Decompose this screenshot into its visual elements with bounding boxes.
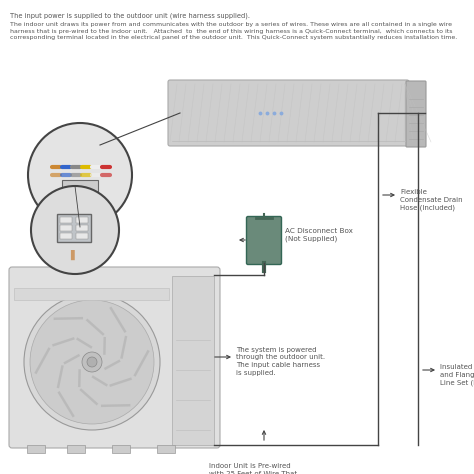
Bar [67,445,85,453]
Text: Flexible
Condensate Drain
Hose (Included): Flexible Condensate Drain Hose (Included… [400,189,463,210]
Bar [172,276,214,445]
Bar [60,233,72,239]
Bar [76,233,88,239]
Bar [112,445,130,453]
Bar [27,445,45,453]
Circle shape [82,352,102,372]
Text: The indoor unit draws its power from and communicates with the outdoor by a seri: The indoor unit draws its power from and… [10,22,457,40]
Circle shape [24,294,160,430]
Bar [157,445,175,453]
Text: The system is powered
through the outdoor unit.
The input cable harness
is suppl: The system is powered through the outdoo… [236,347,325,375]
Text: ▌: ▌ [70,250,78,260]
Bar [14,288,169,300]
Circle shape [28,123,132,227]
FancyBboxPatch shape [168,80,409,146]
Bar [57,214,91,242]
Bar [60,225,72,231]
Text: The input power is supplied to the outdoor unit (wire harness supplied).: The input power is supplied to the outdo… [10,12,250,18]
Circle shape [31,186,119,274]
Text: Indoor Unit is Pre-wired
with 25 Feet of Wire That
Connects to the Outdoor
Unit: Indoor Unit is Pre-wired with 25 Feet of… [209,463,297,474]
Bar [76,217,88,223]
Circle shape [87,357,97,367]
Circle shape [30,300,154,424]
Text: AC Disconnect Box
(Not Supplied): AC Disconnect Box (Not Supplied) [285,228,353,242]
FancyBboxPatch shape [9,267,220,448]
Text: Insulated Pre-Flared
and Flanged Copper
Line Set (Included): Insulated Pre-Flared and Flanged Copper … [440,364,474,385]
Bar [60,217,72,223]
FancyBboxPatch shape [406,81,426,147]
FancyBboxPatch shape [246,217,282,264]
Bar [62,180,98,195]
Bar [76,225,88,231]
